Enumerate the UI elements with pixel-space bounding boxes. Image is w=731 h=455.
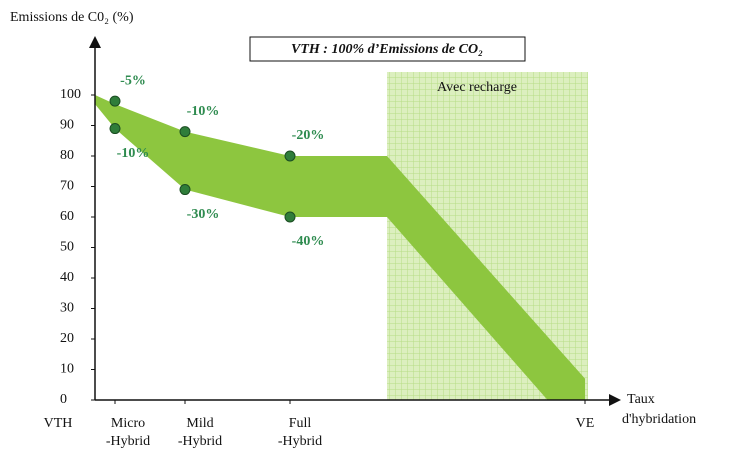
marker — [284, 150, 296, 162]
y-tick-label: 0 — [60, 392, 67, 407]
x-tick-label: Full — [289, 416, 312, 431]
y-tick-label: 60 — [60, 209, 74, 224]
y-tick-label: 30 — [60, 301, 74, 316]
marker — [109, 123, 121, 135]
marker — [179, 184, 191, 196]
x-tick-label: VTH — [44, 416, 73, 431]
marker — [284, 211, 296, 223]
x-tick-label: -Hybrid — [278, 434, 322, 449]
marker-label: -30% — [187, 207, 220, 222]
band-group — [95, 95, 585, 400]
y-tick-label: 10 — [60, 362, 74, 377]
y-tick-label: 90 — [60, 118, 74, 133]
y-axis-label: Emissions de C0₂ (%) — [10, 10, 134, 25]
y-tick-label: 70 — [60, 179, 74, 194]
marker-label: -5% — [120, 73, 146, 88]
chart-title: VTH : 100% d’Emissions de CO₂ — [291, 42, 483, 57]
marker-label: -20% — [292, 128, 325, 143]
marker — [109, 95, 121, 107]
x-axis-label: d'hybridation — [622, 412, 696, 427]
band — [95, 95, 585, 400]
marker-label: -40% — [292, 234, 325, 249]
x-tick-label: -Hybrid — [178, 434, 222, 449]
x-tick-label: Micro — [111, 416, 145, 431]
region-label: Avec recharge — [437, 80, 517, 95]
x-tick-label: Mild — [186, 416, 213, 431]
y-tick-label: 50 — [60, 240, 74, 255]
y-tick-label: 80 — [60, 148, 74, 163]
y-tick-label: 20 — [60, 331, 74, 346]
title-box — [249, 36, 526, 62]
y-tick-label: 100 — [60, 87, 81, 102]
marker-label: -10% — [187, 104, 220, 119]
x-axis-label: Taux — [627, 392, 655, 407]
y-tick-label: 40 — [60, 270, 74, 285]
marker — [179, 126, 191, 138]
x-tick-label: -Hybrid — [106, 434, 150, 449]
marker-label: -10% — [117, 146, 150, 161]
x-tick-label: VE — [576, 416, 595, 431]
